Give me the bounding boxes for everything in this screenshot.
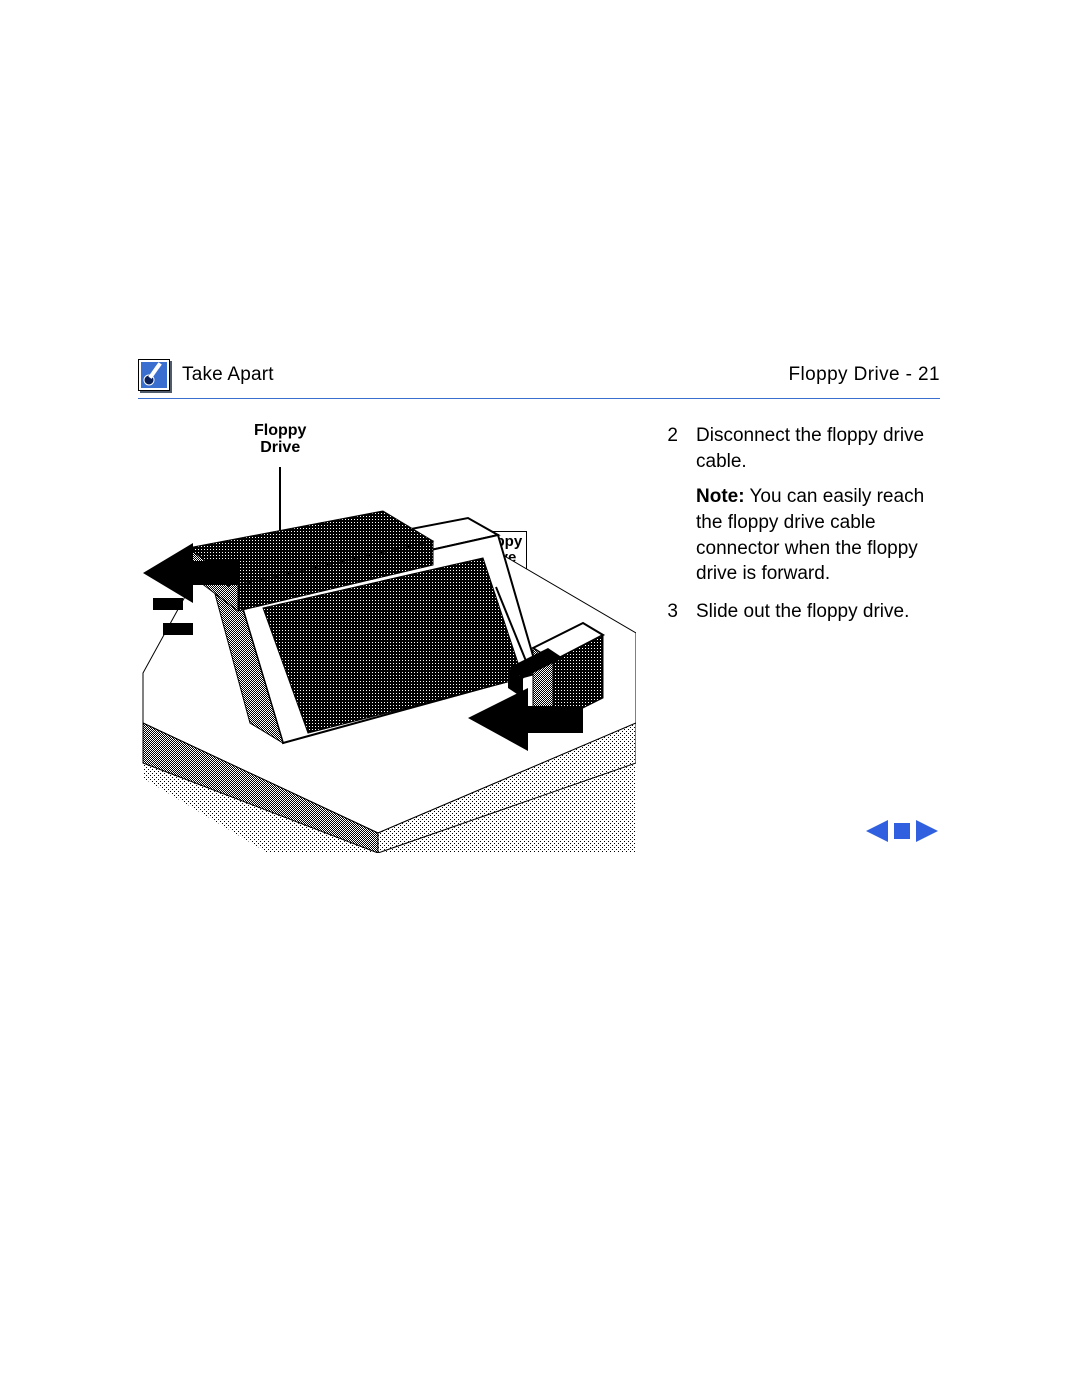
figure-svg: [138, 423, 636, 853]
section-title: Take Apart: [182, 364, 274, 386]
next-page-icon[interactable]: [914, 818, 940, 844]
step-body: Disconnect the floppy drive cable. Note:…: [696, 423, 940, 587]
prev-page-icon[interactable]: [864, 818, 890, 844]
step-number: 2: [664, 423, 678, 587]
step-2: 2 Disconnect the floppy drive cable. Not…: [664, 423, 940, 587]
screwdriver-icon: [138, 359, 170, 391]
page-nav: [864, 818, 940, 844]
step-number: 3: [664, 599, 678, 625]
page-reference: Floppy Drive - 21: [789, 364, 940, 386]
page-header: Take Apart Floppy Drive - 21: [138, 358, 940, 392]
floppy-drive-figure: Floppy Drive Floppy Drive Cable: [138, 423, 636, 853]
step-3: 3 Slide out the floppy drive.: [664, 599, 940, 625]
note-label: Note:: [696, 486, 745, 507]
instructions-column: 2 Disconnect the floppy drive cable. Not…: [664, 423, 940, 636]
header-left: Take Apart: [138, 359, 274, 391]
stop-icon[interactable]: [892, 818, 912, 844]
step-text: Slide out the floppy drive.: [696, 599, 940, 625]
page-body: Floppy Drive Floppy Drive Cable: [138, 423, 940, 853]
step-note: Note: You can easily reach the floppy dr…: [696, 484, 940, 587]
step-text: Disconnect the floppy drive cable.: [696, 423, 940, 474]
header-rule: [138, 398, 940, 399]
manual-page: Take Apart Floppy Drive - 21 Floppy Driv…: [138, 358, 940, 853]
